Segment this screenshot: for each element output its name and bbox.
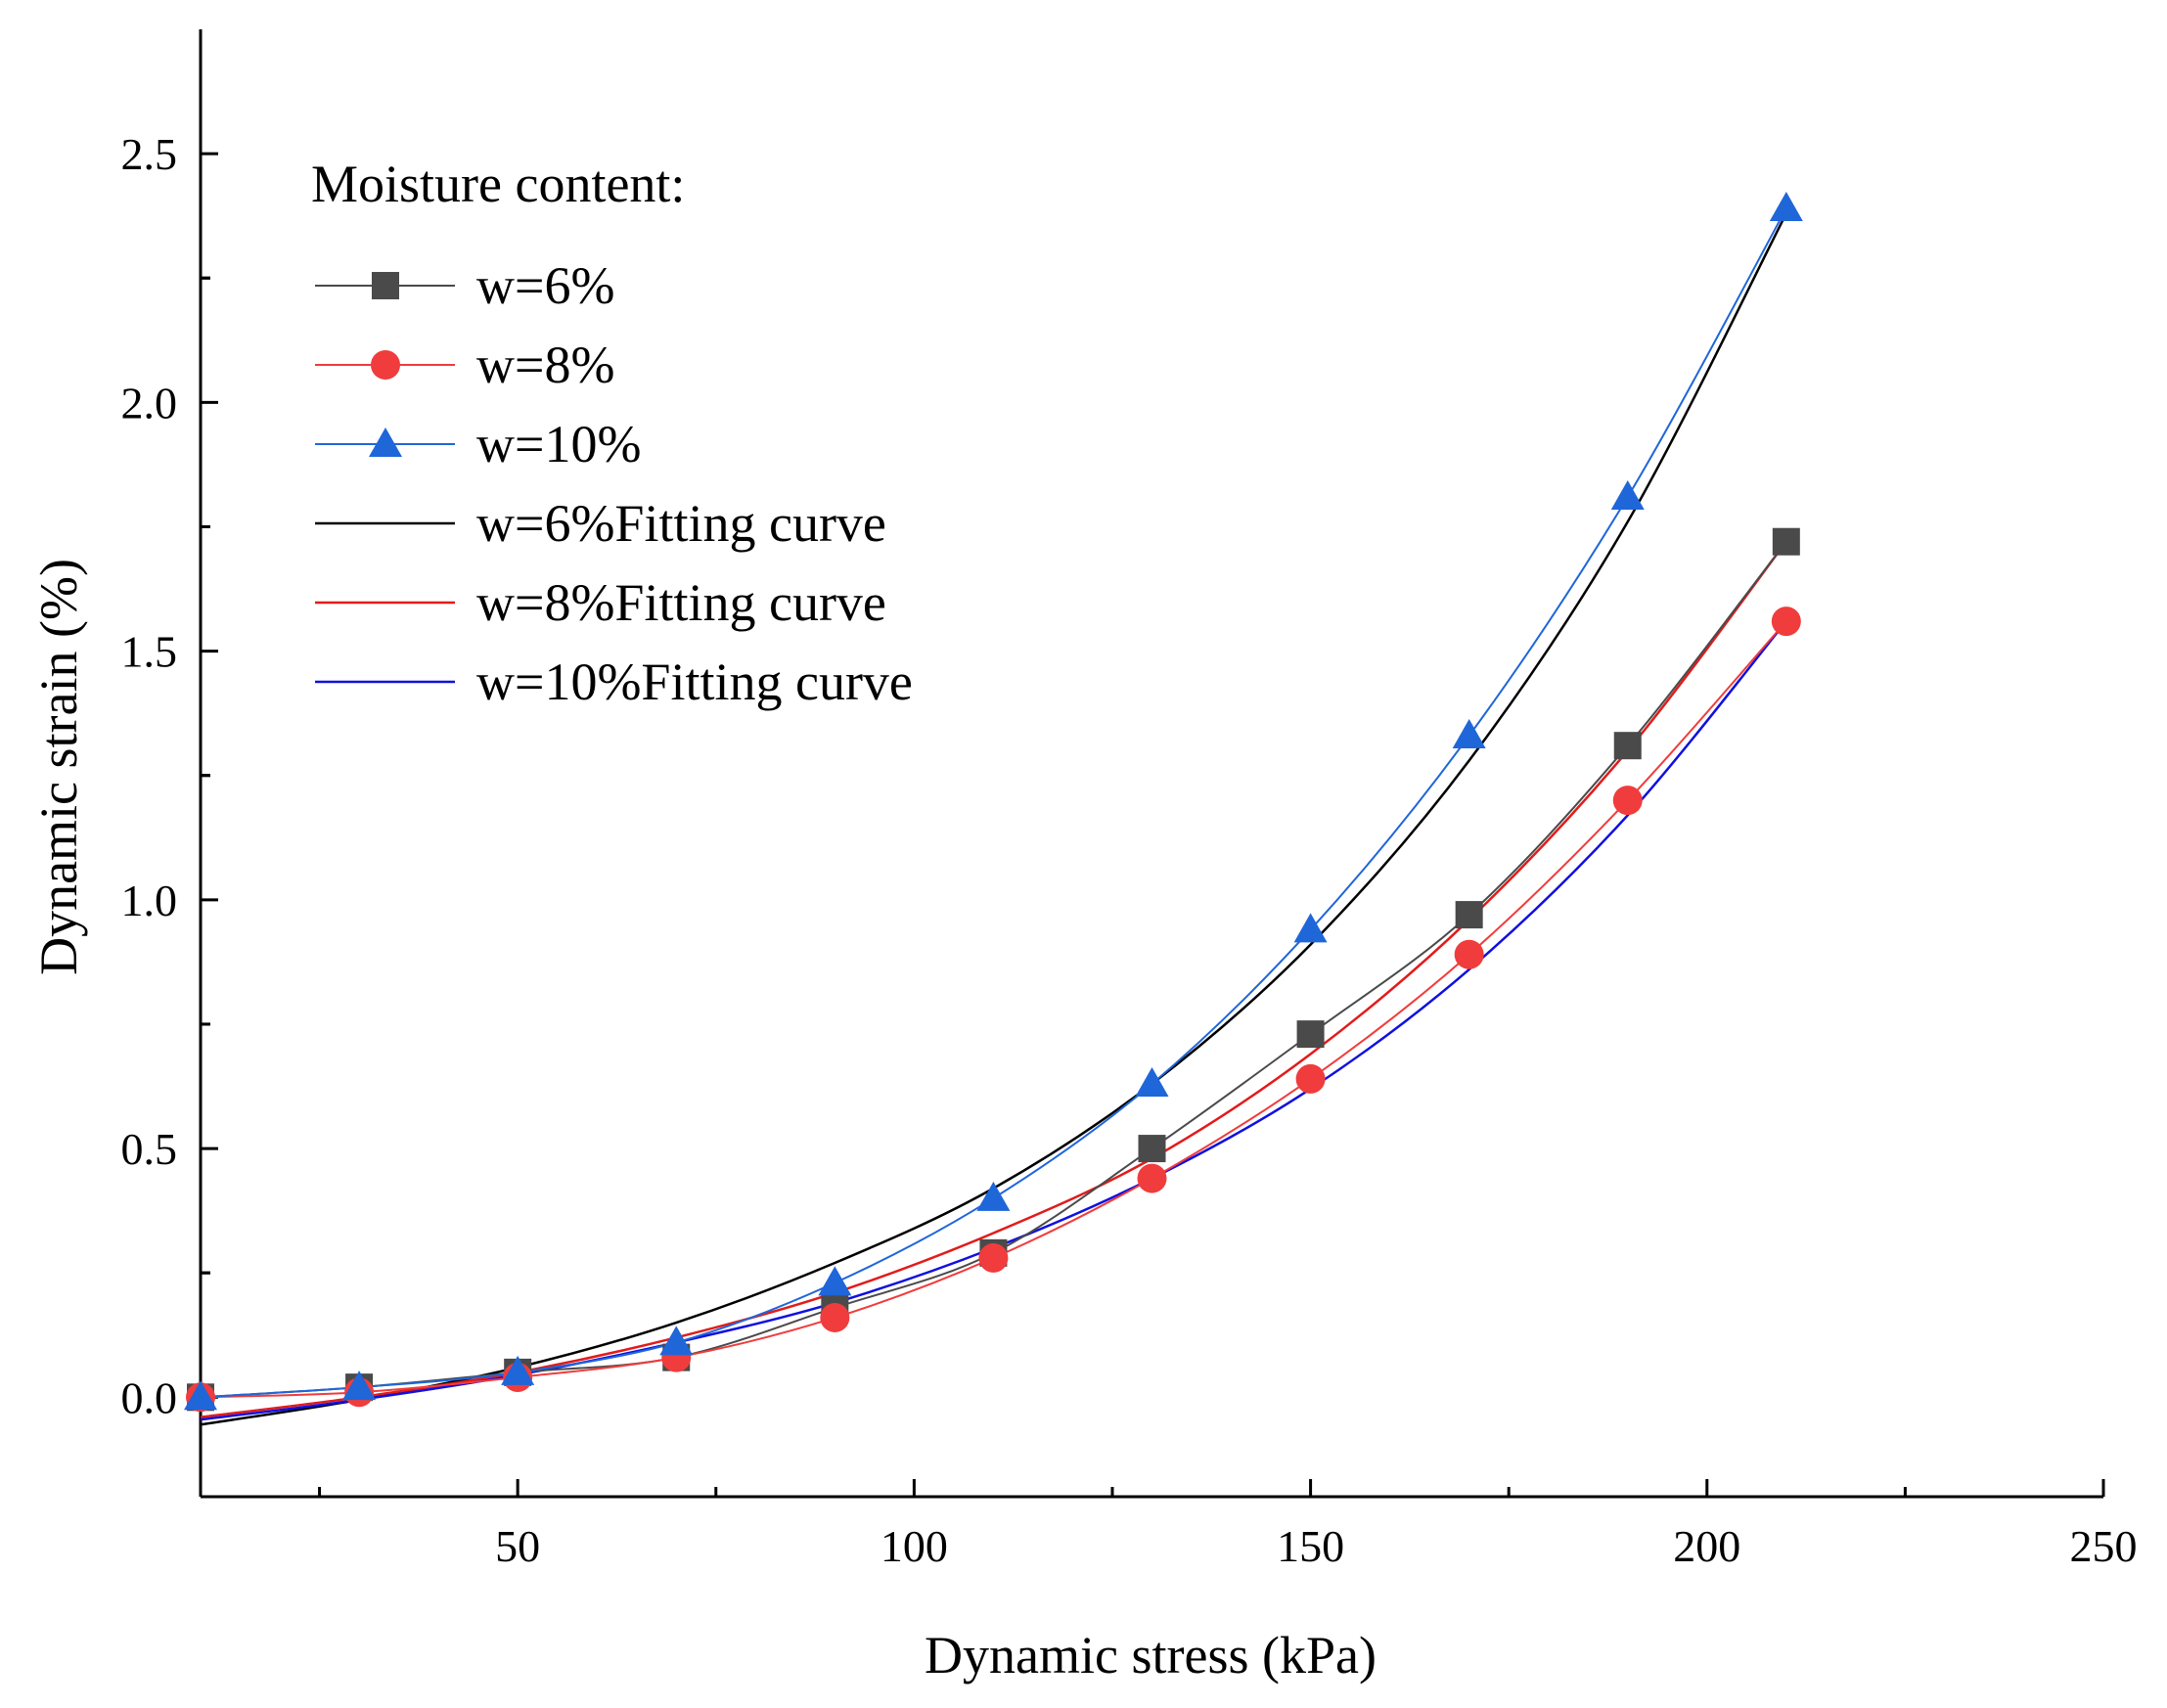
legend-marker (369, 427, 402, 457)
point-series-3 (501, 1355, 535, 1385)
y-tick-label: 2.0 (121, 378, 178, 427)
legend-title: Moisture content: (311, 155, 685, 213)
y-tick-label: 0.5 (121, 1124, 178, 1174)
point-series-3 (1610, 479, 1645, 510)
point-series-2 (978, 1242, 1009, 1273)
legend: Moisture content: w=6% w=8% w=10% w=6%Fitti… (311, 155, 913, 711)
point-series-2 (820, 1302, 850, 1332)
point-series-3 (342, 1371, 377, 1401)
point-series-3 (1293, 913, 1328, 943)
legend-label: w=10%Fitting curve (476, 652, 913, 711)
data-lines (200, 207, 1787, 1399)
legend-label: w=8% (476, 336, 614, 394)
series-line-3 (200, 207, 1787, 1399)
legend-label: w=6% (476, 256, 614, 315)
y-tick-label: 1.5 (121, 627, 178, 677)
point-series-1 (1772, 527, 1800, 556)
legend-label: w=6%Fitting curve (476, 494, 886, 553)
point-series-3 (1135, 1066, 1169, 1097)
point-series-2 (1137, 1163, 1167, 1193)
legend-marker (371, 350, 400, 380)
x-tick-label: 200 (1673, 1521, 1740, 1571)
x-tick-label: 50 (495, 1521, 540, 1571)
x-tick-label: 150 (1277, 1521, 1344, 1571)
point-series-3 (818, 1266, 852, 1296)
fit-curve-3 (200, 620, 1787, 1421)
legend-marker (372, 272, 399, 299)
point-series-2 (1612, 786, 1643, 816)
point-series-3 (659, 1326, 694, 1356)
point-series-1 (1296, 1020, 1325, 1049)
series-line-2 (200, 620, 1787, 1399)
fit-curve-2 (200, 540, 1787, 1418)
point-series-2 (1454, 939, 1484, 969)
point-series-3 (184, 1380, 217, 1411)
point-series-1 (1455, 901, 1483, 929)
x-tick-label: 100 (880, 1521, 948, 1571)
y-axis-title: Dynamic strain (%) (29, 559, 88, 975)
point-series-2 (1771, 607, 1801, 637)
y-tick-label: 0.0 (121, 1372, 178, 1422)
x-tick-label: 250 (2070, 1521, 2138, 1571)
legend-label: w=8%Fitting curve (476, 573, 886, 632)
axes: 50 100 150 200 250 0.0 0.5 1.0 1.5 2.0 2.5 (121, 29, 2138, 1571)
point-series-2 (1295, 1063, 1326, 1094)
x-axis-title: Dynamic stress (kPa) (925, 1626, 1377, 1685)
point-series-3 (976, 1181, 1011, 1211)
point-series-1 (1138, 1135, 1166, 1163)
y-tick-label: 1.0 (121, 876, 178, 925)
point-series-1 (1613, 732, 1642, 760)
y-tick-label: 2.5 (121, 129, 178, 179)
legend-label: w=10% (476, 415, 641, 473)
markers (184, 192, 1803, 1413)
point-series-3 (1452, 719, 1486, 749)
point-series-3 (1769, 192, 1803, 222)
